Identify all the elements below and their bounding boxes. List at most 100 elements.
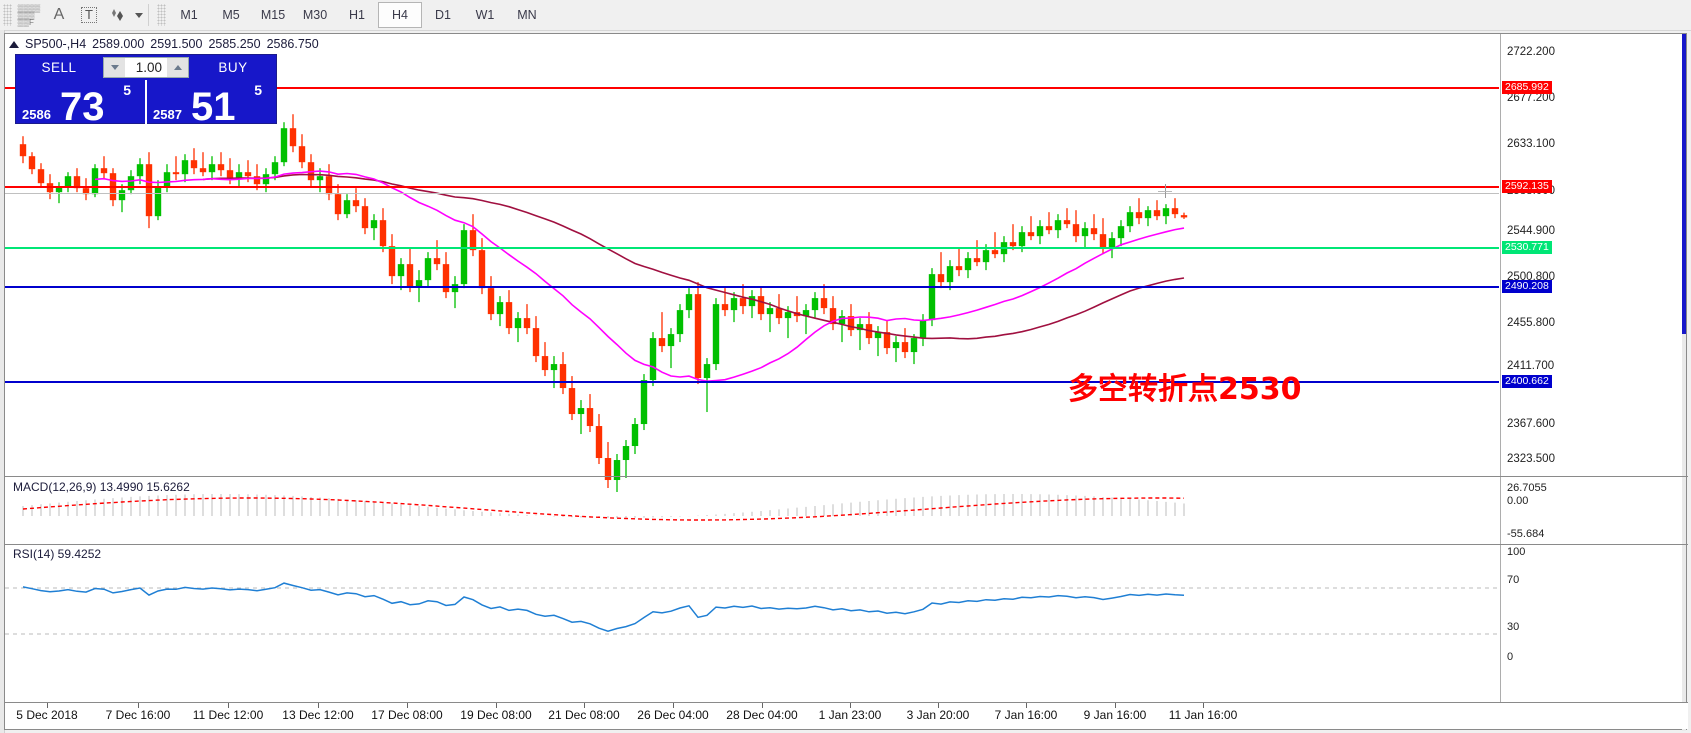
tf-mn[interactable]: MN	[517, 8, 537, 22]
collapse-triangle-icon[interactable]	[9, 40, 19, 48]
candle	[703, 358, 711, 413]
candle	[262, 168, 270, 193]
objects-icon[interactable]	[104, 2, 134, 28]
candle	[505, 290, 513, 335]
timeframe-grip[interactable]	[157, 4, 166, 26]
buy-button[interactable]: BUY	[218, 60, 248, 75]
rsi-tick-0: 0	[1507, 651, 1514, 663]
candle	[748, 290, 756, 319]
objects-glyph	[112, 9, 123, 21]
time-label-10: 3 Jan 20:00	[906, 708, 970, 722]
level-line-support-blue-upper[interactable]	[5, 286, 1499, 288]
candle	[1144, 206, 1152, 227]
candle	[1117, 220, 1125, 247]
level-line-current-price-line[interactable]	[5, 193, 1499, 194]
tf-m1[interactable]: M1	[180, 8, 198, 22]
sell-button[interactable]: SELL	[41, 60, 77, 75]
time-label-13: 11 Jan 16:00	[1168, 708, 1238, 722]
candle	[586, 394, 594, 433]
candle	[1009, 224, 1017, 251]
candle	[1063, 208, 1071, 229]
candle	[1162, 204, 1170, 225]
tf-m5[interactable]: M5	[222, 8, 240, 22]
level-tag-pivot-green: 2530.771	[1502, 241, 1552, 254]
level-tag-support-blue-lower: 2400.662	[1502, 375, 1552, 388]
time-tick-1	[138, 703, 139, 708]
candle	[361, 198, 369, 235]
time-label-3: 13 Dec 12:00	[282, 708, 354, 722]
candle	[127, 170, 135, 195]
candle	[100, 156, 108, 179]
volume-decrement-button[interactable]	[104, 58, 125, 77]
candle	[811, 292, 819, 319]
rsi-tick-30: 30	[1507, 621, 1520, 633]
macd-tick-top: 26.7055	[1507, 482, 1547, 494]
ohlc-low: 2585.250	[208, 37, 261, 51]
time-tick-8	[762, 703, 763, 708]
tf-w1[interactable]: W1	[475, 8, 495, 22]
candle	[793, 296, 801, 323]
ask-quote[interactable]: 2587 51 5	[147, 80, 276, 129]
candle	[892, 336, 900, 363]
candle	[613, 454, 621, 493]
time-tick-4	[407, 703, 408, 708]
price-scale[interactable]: 2722.2002677.2002633.1002588.0002544.900…	[1500, 34, 1686, 729]
text-label-icon[interactable]: A	[53, 6, 65, 23]
candle	[712, 298, 720, 371]
level-line-support-blue-lower[interactable]	[5, 381, 1499, 383]
candle	[739, 284, 747, 315]
candle	[28, 152, 36, 175]
bid-price-big: 73	[60, 85, 105, 129]
time-tick-11	[1026, 703, 1027, 708]
occ-top-row: SELL 1.00 BUY	[16, 55, 276, 80]
text-box-icon[interactable]: T	[74, 2, 104, 28]
crosshair-horizontal	[1158, 191, 1172, 192]
volume-input[interactable]: 1.00	[125, 58, 167, 77]
candle	[820, 284, 828, 315]
tf-h1[interactable]: H1	[349, 8, 365, 22]
scrollbar-thumb[interactable]	[1682, 34, 1686, 334]
crosshair-grid-icon[interactable]: ▒▒▒▒ ▒▒▒ ▒▒F	[17, 3, 41, 27]
macd-svg	[22, 494, 1185, 521]
candle	[955, 248, 963, 277]
candle	[901, 328, 909, 359]
candle	[937, 252, 945, 289]
candle	[1135, 198, 1143, 225]
candle	[532, 316, 540, 363]
time-label-2: 11 Dec 12:00	[192, 708, 264, 722]
tf-d1[interactable]: D1	[435, 8, 451, 22]
candle	[1126, 206, 1134, 233]
macd-separator-top	[5, 476, 1688, 477]
ask-price-fraction: 5	[254, 82, 262, 98]
time-label-8: 28 Dec 04:00	[726, 708, 798, 722]
bid-quote[interactable]: 2586 73 5	[16, 80, 147, 129]
candle	[253, 164, 261, 191]
candle	[424, 252, 432, 287]
candle	[172, 156, 180, 181]
tf-m30[interactable]: M30	[302, 8, 328, 22]
tf-m15[interactable]: M15	[260, 8, 286, 22]
candle	[307, 154, 315, 187]
candle	[595, 414, 603, 465]
level-line-resistance-main[interactable]	[5, 186, 1499, 188]
chevron-down-icon[interactable]	[135, 12, 143, 18]
candle	[775, 294, 783, 325]
ask-price-prefix: 2587	[153, 107, 182, 122]
volume-increment-button[interactable]	[167, 58, 188, 77]
candle	[388, 234, 396, 285]
one-click-trading-panel[interactable]: SELL 1.00 BUY 2586 73 5 2587 51 5	[15, 54, 277, 129]
chart-area[interactable]: SP500-,H4 2589.000 2591.500 2585.250 258…	[4, 33, 1688, 731]
candle	[658, 312, 666, 353]
vertical-scrollbar[interactable]	[1682, 34, 1686, 731]
candle	[622, 440, 630, 479]
level-line-resistance-upper[interactable]	[5, 87, 1499, 89]
toolbar-grip[interactable]	[3, 4, 12, 26]
level-line-pivot-green[interactable]	[5, 247, 1499, 249]
candle	[442, 252, 450, 299]
candle	[55, 182, 63, 204]
price-tick-1: 2677.200	[1507, 92, 1555, 104]
volume-stepper[interactable]: 1.00	[103, 57, 189, 78]
tf-h4[interactable]: H4	[378, 2, 422, 28]
candle	[118, 184, 126, 213]
price-plot[interactable]: 多空转折点2530	[5, 34, 1499, 729]
